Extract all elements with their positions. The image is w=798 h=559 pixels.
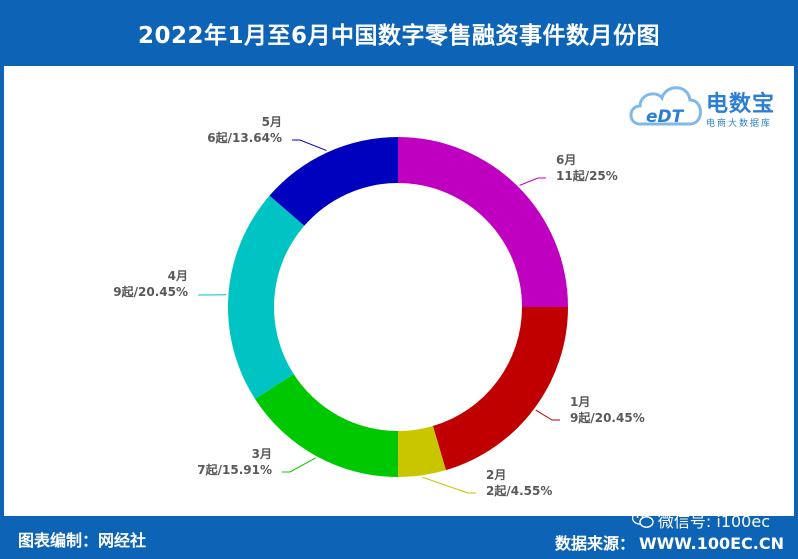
slice-5 [269, 137, 398, 226]
slice-label-detail: 7起/15.91% [197, 462, 272, 477]
slice-label-detail: 11起/25% [556, 168, 618, 183]
leader-line-6 [519, 177, 546, 186]
slice-2 [398, 425, 446, 477]
logo-subtitle: 电商大数据库 [706, 119, 773, 129]
wechat-id: 微信号: i100ec [631, 508, 770, 532]
logo-brand: 电数宝 [706, 92, 776, 117]
leader-line-1 [535, 409, 560, 421]
slice-label-month: 2月 [486, 468, 506, 482]
slice-label-detail: 9起/20.45% [113, 284, 188, 299]
slice-label-detail: 2起/4.55% [486, 483, 552, 498]
donut-slices [228, 137, 568, 477]
wechat-icon [631, 511, 654, 528]
footer: 图表编制：网经社 微信号: i100ec 数据来源： WWW.100EC.CN [0, 511, 798, 559]
chart-credit: 图表编制：网经社 [18, 531, 147, 550]
slice-4 [228, 195, 305, 399]
slice-6 [398, 137, 568, 307]
slice-label-month: 6月 [556, 153, 576, 167]
slice-label-month: 4月 [168, 269, 188, 283]
slice-label-month: 5月 [262, 115, 282, 129]
logo-mark: eDT [646, 107, 685, 127]
source-site: WWW.100EC.CN [639, 534, 784, 553]
data-source: 数据来源： WWW.100EC.CN [555, 530, 784, 554]
leader-line-2 [422, 476, 476, 494]
slice-3 [254, 374, 398, 477]
slice-labels: 6月11起/25%1月9起/20.45%2月2起/4.55%3月7起/15.91… [113, 115, 644, 498]
slice-label-detail: 6起/13.64% [207, 130, 282, 145]
leader-line-5 [292, 139, 327, 152]
source-label: 数据来源： [554, 534, 635, 553]
wechat-text: 微信号: i100ec [657, 512, 770, 531]
logo: eDT 电数宝 电商大数据库 [626, 72, 790, 136]
header: 2022年1月至6月中国数字零售融资事件数月份图 [0, 0, 798, 66]
chart-title: 2022年1月至6月中国数字零售融资事件数月份图 [137, 23, 661, 49]
leader-line-3 [282, 457, 316, 473]
slice-label-month: 3月 [252, 447, 272, 461]
cloud-logo-icon: eDT [629, 86, 702, 127]
slice-label-month: 1月 [570, 395, 590, 409]
slice-label-detail: 9起/20.45% [570, 410, 645, 425]
slice-1 [432, 307, 568, 471]
